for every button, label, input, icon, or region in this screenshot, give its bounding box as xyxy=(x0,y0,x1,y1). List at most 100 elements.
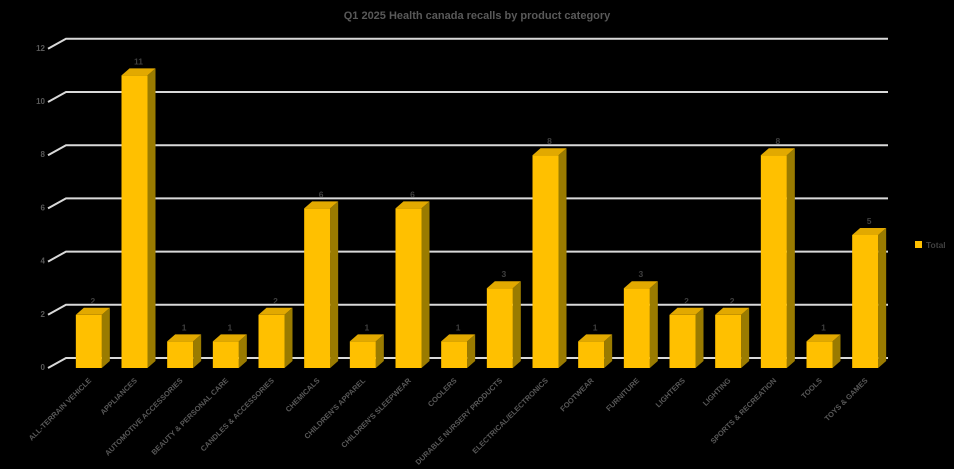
bar-side-face xyxy=(147,68,156,369)
bar-6 xyxy=(349,334,384,368)
bar-side-face xyxy=(238,334,247,368)
bar-front-face xyxy=(212,341,239,368)
bar-top-face xyxy=(395,201,430,209)
gridline-12 xyxy=(47,37,888,50)
bar-top-face xyxy=(852,228,887,235)
gridlines xyxy=(47,37,888,369)
legend: Total xyxy=(915,240,946,250)
legend-label-total: Total xyxy=(926,240,946,250)
bar-5 xyxy=(304,201,339,368)
data-label-10: 8 xyxy=(547,136,552,146)
bar-3 xyxy=(212,334,247,368)
y-tick-label-4: 4 xyxy=(41,257,46,266)
bar-front-face xyxy=(532,155,559,368)
bar-side-face xyxy=(284,307,293,368)
y-tick-label-8: 8 xyxy=(41,150,46,159)
bar-top-face xyxy=(304,201,339,209)
bar-top-face xyxy=(258,307,293,315)
bar-8 xyxy=(441,334,476,368)
bar-front-face xyxy=(806,341,833,368)
bar-4 xyxy=(258,307,293,368)
bar-top-face xyxy=(760,148,795,156)
category-label-1: APPLIANCES xyxy=(98,376,139,417)
bar-top-face xyxy=(578,334,613,342)
bar-side-face xyxy=(878,228,887,368)
bar-front-face xyxy=(623,288,650,368)
bar-side-face xyxy=(330,201,339,368)
y-tick-label-2: 2 xyxy=(41,310,46,319)
bar-1 xyxy=(121,68,156,369)
bar-front-face xyxy=(669,314,696,368)
gridline-8 xyxy=(47,144,888,157)
bar-front-face xyxy=(121,75,148,369)
data-label-17: 5 xyxy=(867,216,872,226)
gridline-2 xyxy=(47,303,888,316)
category-label-12: FURNITURE xyxy=(604,376,641,413)
bar-front-face xyxy=(441,341,468,368)
bar-12 xyxy=(623,281,658,368)
bar-0 xyxy=(75,307,110,368)
category-labels: ALL-TERRAIN VEHICLE APPLIANCESAUTOMOTIVE … xyxy=(27,376,870,467)
bar-top-face xyxy=(669,307,704,315)
bar-side-face xyxy=(467,334,476,368)
data-label-6: 1 xyxy=(364,322,369,332)
bar-front-face xyxy=(75,314,102,368)
y-tick-label-10: 10 xyxy=(36,97,45,106)
data-label-4: 2 xyxy=(273,296,278,306)
data-label-0: 2 xyxy=(90,296,95,306)
data-label-9: 3 xyxy=(501,269,506,279)
data-label-1: 11 xyxy=(134,56,143,66)
data-label-5: 6 xyxy=(319,189,324,199)
data-label-13: 2 xyxy=(684,296,689,306)
bar-15 xyxy=(760,148,795,368)
bar-side-face xyxy=(421,201,430,368)
chart-title: Q1 2025 Health canada recalls by product… xyxy=(344,10,611,22)
category-label-9: DURABLE NURSERY PRODUCTS xyxy=(414,376,505,467)
data-label-8: 1 xyxy=(456,322,461,332)
bar-7 xyxy=(395,201,430,368)
category-label-5: CHEMICALS xyxy=(284,376,322,414)
bar-side-face xyxy=(832,334,841,368)
bar-11 xyxy=(578,334,613,368)
category-label-10: ELECTRICAL/ELECTRONICS xyxy=(470,376,549,455)
bar-9 xyxy=(486,281,521,368)
category-label-3: BEAUTY & PERSONAL CARE xyxy=(150,376,231,457)
category-label-2: AUTOMOTIVE ACCESSORIES xyxy=(103,376,185,458)
bar-17 xyxy=(852,228,887,368)
bar-front-face xyxy=(258,314,285,368)
bar-top-face xyxy=(212,334,247,342)
category-label-11: FOOTWEAR xyxy=(558,376,596,414)
bar-top-face xyxy=(167,334,202,342)
bar-side-face xyxy=(512,281,521,368)
data-label-11: 1 xyxy=(593,322,598,332)
data-label-2: 1 xyxy=(182,322,187,332)
data-label-15: 8 xyxy=(775,136,780,146)
bar-side-face xyxy=(375,334,384,368)
gridline-6 xyxy=(47,197,888,210)
y-tick-label-0: 0 xyxy=(41,363,46,372)
bars xyxy=(75,68,887,369)
data-label-3: 1 xyxy=(227,322,232,332)
bar-top-face xyxy=(121,68,156,76)
bar-top-face xyxy=(623,281,658,289)
category-label-0: ALL-TERRAIN VEHICLE xyxy=(27,376,93,442)
bar-14 xyxy=(715,307,750,368)
bar-side-face xyxy=(101,307,110,368)
category-label-13: LIGHTERS xyxy=(654,376,687,409)
bar-side-face xyxy=(193,334,202,368)
bar-side-face xyxy=(649,281,658,368)
bar-side-face xyxy=(604,334,613,368)
gridline-10 xyxy=(47,91,888,103)
bar-top-face xyxy=(486,281,521,289)
data-label-16: 1 xyxy=(821,322,826,332)
bar-10 xyxy=(532,148,567,368)
category-label-16: TOOLS xyxy=(799,376,824,401)
data-label-14: 2 xyxy=(730,296,735,306)
bar-top-face xyxy=(349,334,384,342)
bar-front-face xyxy=(852,235,879,368)
bar-front-face xyxy=(486,288,513,368)
bar-side-face xyxy=(741,307,750,368)
